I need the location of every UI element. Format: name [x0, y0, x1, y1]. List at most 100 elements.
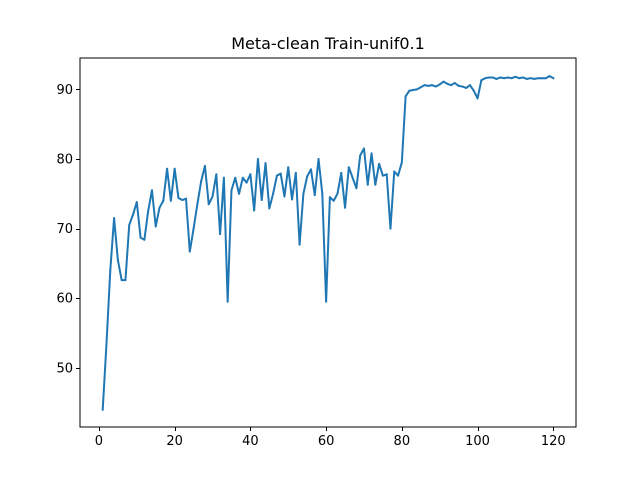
- data-point: [484, 77, 487, 80]
- data-point: [219, 233, 222, 236]
- data-point: [256, 157, 259, 160]
- data-point: [109, 269, 112, 272]
- data-point: [472, 89, 475, 92]
- data-point: [419, 86, 422, 89]
- data-point: [491, 76, 494, 79]
- plot-frame: [79, 57, 577, 428]
- data-point: [147, 210, 150, 213]
- data-point: [389, 227, 392, 230]
- data-point: [321, 192, 324, 195]
- data-point: [309, 168, 312, 171]
- data-point: [359, 154, 362, 157]
- data-point: [385, 173, 388, 176]
- data-point: [275, 174, 278, 177]
- data-point: [537, 77, 540, 80]
- data-point: [158, 206, 161, 209]
- data-point: [268, 207, 271, 210]
- data-point: [203, 164, 206, 167]
- data-point: [442, 80, 445, 83]
- data-point: [540, 77, 543, 80]
- data-point: [101, 408, 104, 411]
- data-point: [499, 76, 502, 79]
- data-point: [313, 194, 316, 197]
- data-point: [465, 86, 468, 89]
- data-point: [351, 176, 354, 179]
- data-point: [302, 192, 305, 195]
- data-point: [120, 279, 123, 282]
- data-point: [347, 166, 350, 169]
- data-point: [533, 77, 536, 80]
- data-point: [525, 77, 528, 80]
- data-point: [415, 88, 418, 91]
- data-point: [476, 97, 479, 100]
- x-tick-label: 120: [541, 434, 566, 449]
- data-point: [393, 170, 396, 173]
- x-tick-label: 0: [95, 434, 103, 449]
- data-point: [374, 183, 377, 186]
- data-point: [370, 152, 373, 155]
- data-point: [518, 77, 521, 80]
- data-point: [150, 189, 153, 192]
- data-point: [154, 225, 157, 228]
- data-point: [408, 89, 411, 92]
- data-point: [200, 180, 203, 183]
- data-point: [495, 77, 498, 80]
- y-tick-label: 60: [56, 292, 73, 307]
- y-tick-label: 80: [56, 152, 73, 167]
- data-point: [272, 192, 275, 195]
- data-point: [461, 85, 464, 88]
- data-point: [113, 217, 116, 220]
- data-point: [480, 79, 483, 82]
- data-point: [514, 75, 517, 78]
- data-point: [177, 196, 180, 199]
- data-point: [139, 236, 142, 239]
- data-point: [453, 82, 456, 85]
- y-tick-label: 90: [56, 83, 73, 98]
- data-point: [279, 172, 282, 175]
- data-point: [291, 198, 294, 201]
- data-point: [241, 176, 244, 179]
- y-tick-label: 70: [56, 222, 73, 237]
- data-point: [135, 201, 138, 204]
- data-point: [230, 189, 233, 192]
- data-point: [506, 76, 509, 79]
- data-point: [434, 85, 437, 88]
- data-point: [552, 77, 555, 80]
- data-point: [457, 84, 460, 87]
- data-point: [423, 84, 426, 87]
- data-point: [211, 195, 214, 198]
- data-point: [544, 77, 547, 80]
- data-point: [207, 203, 210, 206]
- x-tick-label: 80: [394, 434, 411, 449]
- data-point: [306, 175, 309, 178]
- data-point: [196, 203, 199, 206]
- data-point: [468, 84, 471, 87]
- data-point: [162, 199, 165, 202]
- data-point: [260, 199, 263, 202]
- data-point: [249, 173, 252, 176]
- data-point: [245, 181, 248, 184]
- data-point: [185, 197, 188, 200]
- data-point: [503, 77, 506, 80]
- data-point: [132, 213, 135, 216]
- data-point: [336, 192, 339, 195]
- data-point: [381, 174, 384, 177]
- data-point: [328, 196, 331, 199]
- data-point: [400, 161, 403, 164]
- data-point: [487, 76, 490, 79]
- data-point: [226, 300, 229, 303]
- data-point: [169, 199, 172, 202]
- data-point: [116, 258, 119, 261]
- data-point: [548, 75, 551, 78]
- data-point: [253, 209, 256, 212]
- data-point: [298, 243, 301, 246]
- data-point: [105, 342, 108, 345]
- y-axis: 50 60 70 80 90: [56, 83, 80, 376]
- data-point: [332, 199, 335, 202]
- data-point: [238, 192, 241, 195]
- data-point: [412, 89, 415, 92]
- data-point: [529, 77, 532, 80]
- x-axis: 0 20 40 60 80 100 120: [95, 427, 566, 449]
- data-point: [143, 238, 146, 241]
